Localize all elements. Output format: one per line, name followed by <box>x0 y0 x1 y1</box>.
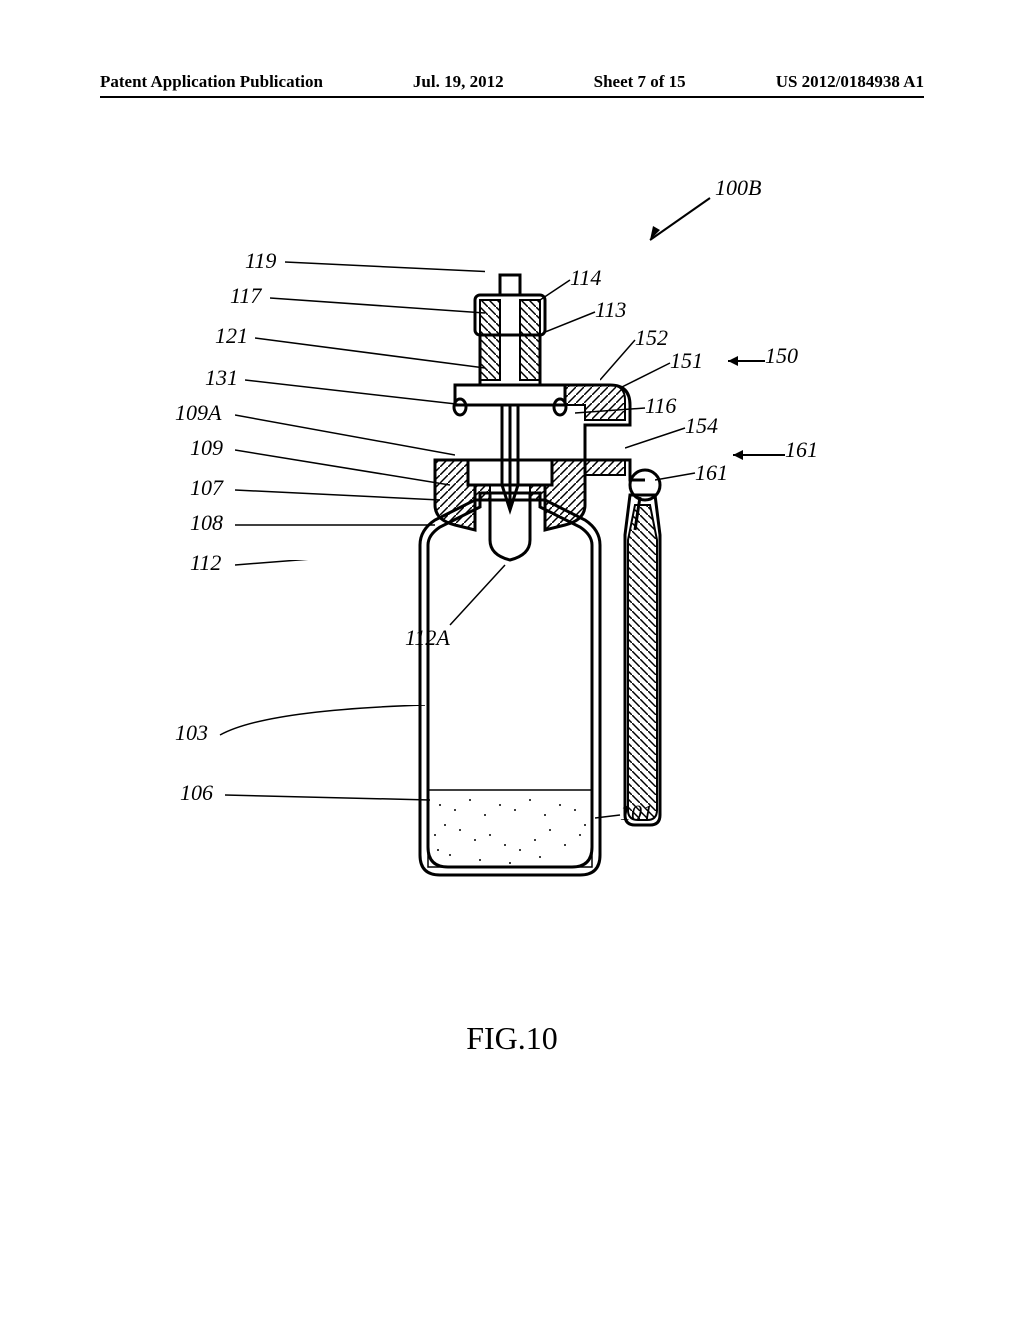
leader-121 <box>255 333 485 373</box>
leader-131 <box>245 375 465 410</box>
leader-114 <box>540 275 575 305</box>
label-103: 103 <box>175 720 208 746</box>
arrow-161a <box>725 447 790 467</box>
leader-103 <box>215 705 430 745</box>
leader-151 <box>620 358 675 393</box>
label-112A: 112A <box>405 625 450 651</box>
arrow-150 <box>720 353 770 373</box>
leader-154 <box>625 423 690 453</box>
label-107: 107 <box>190 475 223 501</box>
figure-caption: FIG.10 <box>0 1020 1024 1057</box>
label-112: 112 <box>190 550 221 576</box>
label-108: 108 <box>190 510 223 536</box>
label-106: 106 <box>180 780 213 806</box>
label-109: 109 <box>190 435 223 461</box>
arrow-100B <box>635 190 715 250</box>
header-docnumber: US 2012/0184938 A1 <box>776 72 924 92</box>
leader-116 <box>575 403 650 423</box>
header-publication: Patent Application Publication <box>100 72 323 92</box>
label-117: 117 <box>230 283 261 309</box>
leader-161b <box>655 465 700 485</box>
leader-119 <box>285 257 485 287</box>
header-divider <box>100 96 924 98</box>
leader-112A <box>445 560 515 630</box>
leader-108 <box>235 520 435 545</box>
figure-container: 100B 119 117 121 131 109A 109 107 108 11… <box>145 175 875 935</box>
label-131: 131 <box>205 365 238 391</box>
header-sheet: Sheet 7 of 15 <box>594 72 686 92</box>
leader-106 <box>225 790 435 810</box>
leader-113 <box>545 307 600 337</box>
header-date: Jul. 19, 2012 <box>413 72 504 92</box>
label-100B: 100B <box>715 175 761 201</box>
leader-107 <box>235 485 440 515</box>
leader-117 <box>270 293 485 323</box>
leader-101 <box>595 810 625 825</box>
label-121: 121 <box>215 323 248 349</box>
label-109A: 109A <box>175 400 221 426</box>
label-119: 119 <box>245 248 276 274</box>
